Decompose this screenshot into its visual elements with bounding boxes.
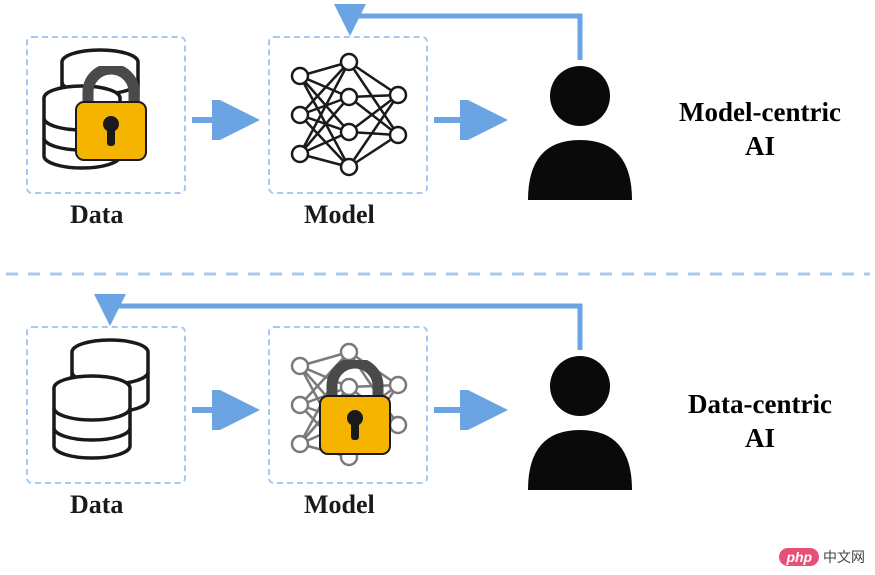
person-icon (520, 352, 640, 490)
arrow-icon (190, 390, 264, 430)
arrow-icon (432, 100, 512, 140)
data-label-top: Data (70, 200, 123, 230)
title-model-centric: Model-centric AI (650, 96, 870, 164)
diagram-root: Data Model (0, 0, 875, 575)
lock-icon (68, 66, 154, 166)
lock-icon (312, 360, 398, 460)
neural-net-icon (282, 48, 416, 182)
feedback-arrow-icon (90, 294, 590, 356)
model-label-bottom: Model (304, 490, 375, 520)
title-line2: AI (745, 131, 775, 161)
watermark: php php 中文网 中文网 (779, 547, 865, 567)
model-label-top: Model (304, 200, 375, 230)
title-line1: Data-centric (688, 389, 832, 419)
title-data-centric: Data-centric AI (650, 388, 870, 456)
data-label-bottom: Data (70, 490, 123, 520)
database-icon (46, 338, 156, 468)
person-icon (520, 62, 640, 200)
feedback-arrow-icon (330, 4, 590, 66)
title-line2: AI (745, 423, 775, 453)
arrow-icon (432, 390, 512, 430)
title-line1: Model-centric (679, 97, 841, 127)
divider-line (6, 268, 870, 280)
arrow-icon (190, 100, 264, 140)
